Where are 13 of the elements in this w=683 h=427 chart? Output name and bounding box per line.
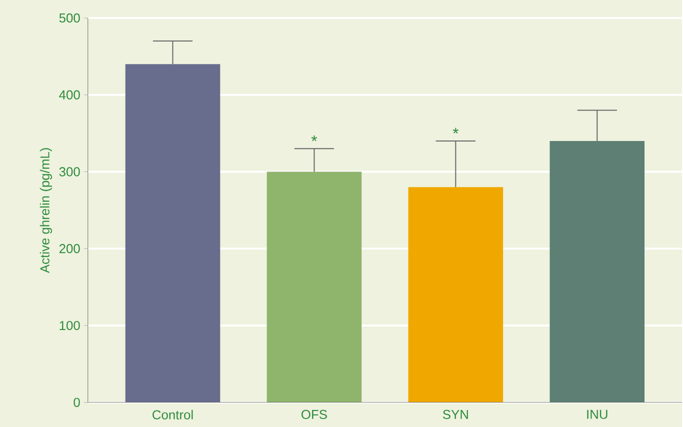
y-tick-label: 200 [59, 244, 80, 254]
y-tick-label: 500 [59, 13, 80, 22]
y-axis-title: Active ghrelin (pg/mL) [40, 148, 52, 273]
x-tick-label: SYN [442, 410, 468, 419]
annotation: * [452, 128, 459, 134]
y-tick-label: 300 [59, 166, 80, 176]
x-tick-label: OFS [302, 410, 327, 419]
y-tick-label: 100 [60, 320, 80, 330]
y-tick-label: 400 [59, 90, 80, 100]
y-tick-label: 0 [74, 398, 80, 407]
x-tick-label: INU [587, 410, 608, 419]
annotation: * [311, 135, 318, 141]
x-tick-label: Control [152, 410, 193, 420]
